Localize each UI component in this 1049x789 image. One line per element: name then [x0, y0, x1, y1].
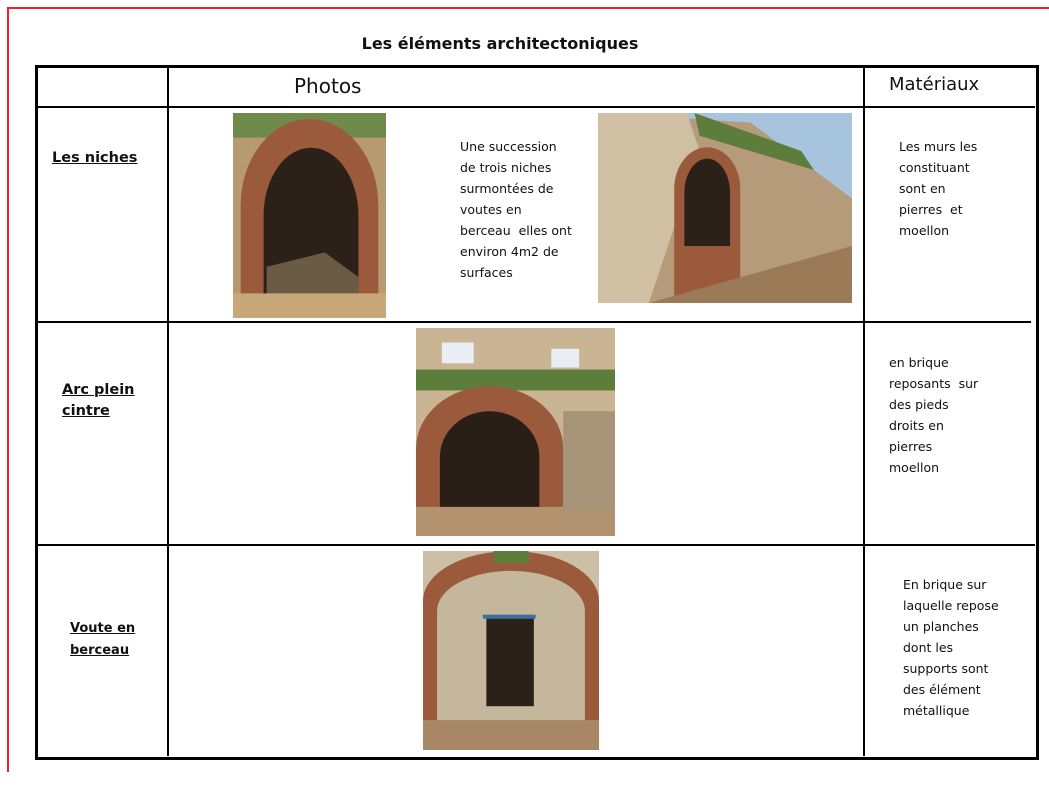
materials: en brique reposants sur des pieds droits en…	[889, 352, 978, 478]
materials-line: un planches	[903, 619, 979, 634]
materials: Les murs les constituant sont en pierres et…	[899, 136, 977, 241]
description-line: de trois niches	[460, 160, 552, 175]
description: Une succession de trois niches surmontées …	[460, 136, 572, 283]
header-materials: Matériaux	[889, 74, 980, 95]
materials-line: en brique	[889, 355, 949, 370]
materials-line: laquelle repose	[903, 598, 999, 613]
description-line: voutes en	[460, 202, 522, 217]
materials-line: En brique sur	[903, 577, 987, 592]
photo	[233, 113, 386, 318]
label-line: Voute en	[70, 621, 136, 636]
label-line: Arc plein	[62, 382, 135, 398]
header-photos: Photos	[294, 74, 362, 98]
row-label: Arc plein cintre	[62, 380, 135, 422]
materials-line: droits en	[889, 418, 944, 433]
materials-line: sont en	[899, 181, 946, 196]
photo-image	[416, 328, 615, 536]
photo-image	[598, 113, 852, 303]
label-line: Les niches	[52, 150, 138, 166]
materials-line: des pieds	[889, 397, 949, 412]
materials-line: des élément	[903, 682, 981, 697]
red-left-border	[7, 7, 9, 772]
photo-image	[233, 113, 386, 318]
col-line	[863, 66, 865, 756]
description-line: surfaces	[460, 265, 513, 280]
col-line	[167, 66, 169, 756]
row-line	[36, 321, 1031, 323]
materials-line: pierres et	[899, 202, 963, 217]
photo	[423, 551, 599, 750]
description-line: berceau elles ont	[460, 223, 572, 238]
table-frame	[35, 65, 1039, 760]
materials-line: constituant	[899, 160, 970, 175]
description-line: environ 4m2 de	[460, 244, 559, 259]
photo	[416, 328, 615, 536]
red-top-border	[8, 7, 1049, 9]
materials-line: reposants sur	[889, 376, 979, 391]
label-line: berceau	[70, 643, 130, 658]
materials-line: métallique	[903, 703, 970, 718]
photo-image	[423, 551, 599, 750]
row-line	[36, 106, 1035, 108]
materials-line: supports sont	[903, 661, 989, 676]
description-line: surmontées de	[460, 181, 554, 196]
description-line: Une succession	[460, 139, 557, 154]
row-label: Voute en berceau	[70, 618, 135, 662]
photo	[598, 113, 852, 303]
title: Les éléments architectoniques	[361, 34, 639, 53]
materials-line: moellon	[889, 460, 940, 475]
materials: En brique sur laquelle repose un planches d…	[903, 574, 999, 721]
label-line: cintre	[62, 403, 110, 419]
materials-line: dont les	[903, 640, 954, 655]
materials-line: pierres	[889, 439, 933, 454]
row-label: Les niches	[52, 148, 137, 169]
row-line	[36, 544, 1035, 546]
materials-line: Les murs les	[899, 139, 978, 154]
materials-line: moellon	[899, 223, 950, 238]
